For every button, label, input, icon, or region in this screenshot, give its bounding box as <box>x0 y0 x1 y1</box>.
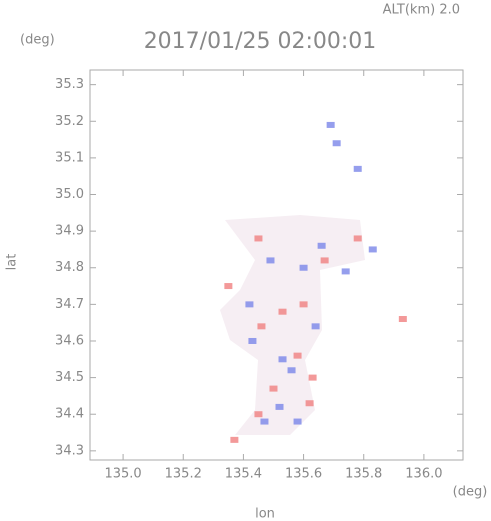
y-tick-label: 34.9 <box>55 224 84 239</box>
x-tick-label: 135.2 <box>165 467 202 482</box>
echo-point <box>353 165 362 172</box>
y-tick-label: 34.4 <box>55 407 84 422</box>
echo-point <box>332 140 341 147</box>
echo-point <box>368 246 377 253</box>
echo-point <box>287 367 296 374</box>
y-tick-label: 35.1 <box>55 150 84 165</box>
echo-point <box>308 374 317 381</box>
plot-frame <box>89 69 464 461</box>
y-unit: (deg) <box>20 33 55 48</box>
echo-point <box>269 385 278 392</box>
echo-point <box>248 337 257 344</box>
chart-title: 2017/01/25 02:00:01 <box>144 29 377 54</box>
echo-point <box>299 264 308 271</box>
y-tick-label: 34.7 <box>55 297 84 312</box>
y-axis-label: lat <box>5 254 20 271</box>
echo-point <box>311 323 320 330</box>
echo-point <box>245 301 254 308</box>
echo-point <box>254 235 263 242</box>
x-unit: (deg) <box>453 485 488 500</box>
echo-point <box>398 316 407 323</box>
x-tick-label: 135.8 <box>345 467 382 482</box>
echo-point <box>254 411 263 418</box>
echo-region <box>220 215 365 435</box>
echo-point <box>278 356 287 363</box>
echo-point <box>299 301 308 308</box>
x-tick-label: 135.0 <box>104 467 141 482</box>
altitude-label: ALT(km) 2.0 <box>383 3 460 18</box>
echo-point <box>275 403 284 410</box>
echo-point <box>257 323 266 330</box>
echo-point <box>266 257 275 264</box>
x-tick-label: 135.6 <box>285 467 322 482</box>
echo-point <box>260 418 269 425</box>
y-tick-label: 34.8 <box>55 260 84 275</box>
y-tick-label: 34.6 <box>55 333 84 348</box>
y-tick-label: 34.3 <box>55 443 84 458</box>
x-axis-label: lon <box>255 507 275 521</box>
echo-point <box>353 235 362 242</box>
echo-point <box>320 257 329 264</box>
y-tick-label: 35.2 <box>55 114 84 129</box>
x-tick-label: 136.0 <box>405 467 442 482</box>
echo-point <box>293 352 302 359</box>
echo-point <box>278 308 287 315</box>
x-tick-label: 135.4 <box>225 467 262 482</box>
y-tick-label: 34.5 <box>55 370 84 385</box>
echo-point <box>293 418 302 425</box>
echo-point <box>326 121 335 128</box>
echo-point <box>230 436 239 443</box>
echo-point <box>341 268 350 275</box>
y-tick-label: 35.0 <box>55 187 84 202</box>
echo-point <box>305 400 314 407</box>
echo-point <box>317 242 326 249</box>
y-tick-label: 35.3 <box>55 77 84 92</box>
echo-point <box>224 283 233 290</box>
